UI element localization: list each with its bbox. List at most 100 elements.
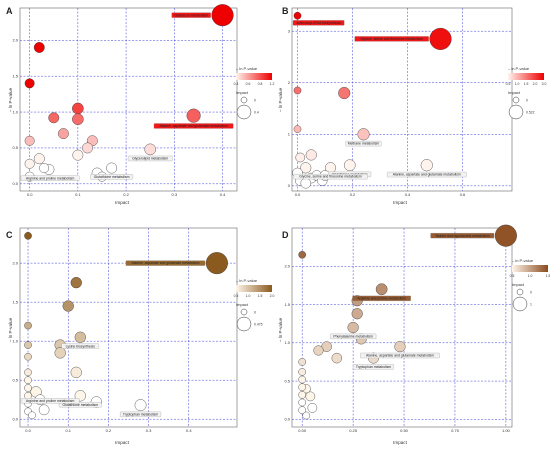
panel-letter: A	[6, 6, 13, 16]
panel-letter: D	[282, 230, 289, 240]
pathway-label: Arginine and proline metabolism	[357, 296, 406, 300]
pathway-label-box	[120, 411, 162, 417]
y-tick-label: 2.0	[284, 264, 290, 269]
pathway-point	[343, 159, 356, 172]
pathway-point	[24, 352, 32, 361]
size-legend-label: 0	[254, 98, 256, 102]
pathway-point	[298, 250, 306, 259]
pathway-point	[300, 162, 312, 174]
colorbar-tick: 0.6	[246, 82, 251, 86]
colorbar	[512, 265, 548, 272]
colorbar-tick: 2.0	[270, 294, 275, 298]
y-tick-label: 1.0	[12, 109, 18, 114]
pathway-label-box	[153, 123, 234, 129]
pathway-point	[106, 162, 118, 174]
pathway-label: Glycerolipid metabolism	[132, 157, 168, 161]
x-axis-title: Impact	[393, 440, 408, 445]
pathway-label-box	[127, 155, 173, 162]
pathway-label: Arginine and proline metabolism	[26, 176, 75, 180]
pathway-label-box	[58, 402, 102, 408]
x-tick-label: 0.2	[106, 428, 112, 433]
pathway-label: Glycine, serine and threonine metabolism	[361, 37, 424, 41]
x-tick-label: 0.4	[186, 428, 192, 433]
y-tick-label: 0.0	[12, 181, 18, 186]
x-tick-label: 0.2	[123, 192, 129, 197]
size-legend-label: 0.475	[254, 322, 263, 326]
pathway-point	[134, 399, 147, 412]
pathway-point	[24, 341, 32, 349]
pathway-point	[24, 135, 35, 146]
pathway-point	[394, 341, 406, 353]
pathway-point	[205, 252, 228, 275]
plot-area	[291, 7, 513, 192]
x-tick-label: 0.4	[405, 192, 411, 197]
pathway-label-box	[386, 171, 467, 178]
size-legend-label: 0	[530, 290, 532, 294]
pathway-point	[48, 112, 60, 124]
pathway-label-box	[293, 173, 368, 180]
pathway-label-box	[292, 20, 345, 26]
pathway-point	[72, 102, 84, 115]
plot-area	[19, 7, 238, 192]
pathway-point	[298, 398, 306, 407]
pathway-point	[38, 404, 50, 416]
size-legend-title: Impact	[236, 302, 249, 307]
size-legend-label: 0.522	[526, 110, 535, 114]
pathway-label: Tryptophan metabolism	[356, 365, 391, 369]
pathway-point	[313, 345, 324, 356]
pathway-point	[24, 368, 32, 377]
pathway-label: Arginine and proline metabolism	[26, 399, 75, 403]
pathway-point	[186, 108, 201, 123]
pathway-point	[347, 321, 359, 334]
pathway-label-box	[125, 260, 206, 266]
size-legend-title: Impact	[508, 90, 521, 95]
x-tick-label: 1.00	[502, 428, 511, 433]
x-tick-label: 0.00	[298, 428, 307, 433]
pathway-point	[429, 27, 452, 50]
y-tick-label: 0.5	[284, 378, 290, 383]
y-tick-label: 3	[288, 28, 291, 33]
pathway-point	[298, 375, 306, 384]
y-axis-title: – ln P-value	[8, 317, 13, 342]
pathway-point	[298, 368, 306, 376]
plot-area	[291, 227, 513, 428]
panel-a: A 0.0 0.1 0.2 0.3 0.4 0.0 0.5 1.0 1.5 2.0 Impact – l…	[6, 4, 274, 205]
colorbar-tick: 1.0	[515, 82, 520, 86]
pathway-point	[82, 142, 93, 154]
pathway-label-box	[171, 12, 211, 18]
pathway-point	[211, 4, 234, 27]
pathway-point	[33, 153, 45, 165]
panel-b: B 0.0 0.2 0.4 0.6 0 1 2 3 Impact – ln P-value Amino…	[278, 6, 546, 205]
pathway-point	[293, 86, 302, 95]
size-legend-title: Impact	[236, 90, 249, 95]
size-legend-title: Impact	[512, 282, 525, 287]
pathway-point	[420, 159, 433, 172]
pathway-point	[28, 411, 36, 420]
pathway-point	[295, 152, 306, 163]
x-tick-label: 0.2	[350, 192, 356, 197]
pathway-label-box	[90, 174, 134, 180]
panel-c: C 0.0 0.1 0.2 0.3 0.4 0.0 0.5 1.0 1.5 2.0 Impact – l…	[6, 227, 275, 445]
y-axis-title: – ln P-value	[278, 317, 283, 342]
y-tick-label: 1.0	[284, 340, 290, 345]
pathway-label: Alanine, aspartate and glutamate metabol…	[393, 173, 461, 177]
size-legend-label: 0	[526, 98, 528, 102]
pathway-label-box	[352, 364, 395, 370]
pathway-label-box	[329, 333, 377, 340]
y-tick-label: 0.5	[12, 377, 18, 382]
size-legend-label: 1	[530, 302, 532, 306]
pathway-point	[298, 391, 306, 399]
pathway-point	[298, 358, 306, 366]
size-legend-circle	[516, 288, 524, 296]
pathway-label-box	[352, 295, 411, 302]
colorbar-tick: 1.0	[528, 274, 533, 278]
x-tick-label: 0.0	[27, 192, 33, 197]
size-legend-label: 0.4	[254, 110, 259, 114]
size-legend-circle	[240, 96, 248, 104]
x-tick-label: 0.3	[172, 192, 178, 197]
pathway-point	[24, 384, 32, 392]
pathway-point	[24, 321, 32, 330]
x-axis-title: Impact	[115, 440, 130, 445]
pathway-label: Aminoacyl-tRNA biosynthesis	[296, 21, 341, 25]
y-axis-title: – ln P-value	[278, 87, 283, 112]
